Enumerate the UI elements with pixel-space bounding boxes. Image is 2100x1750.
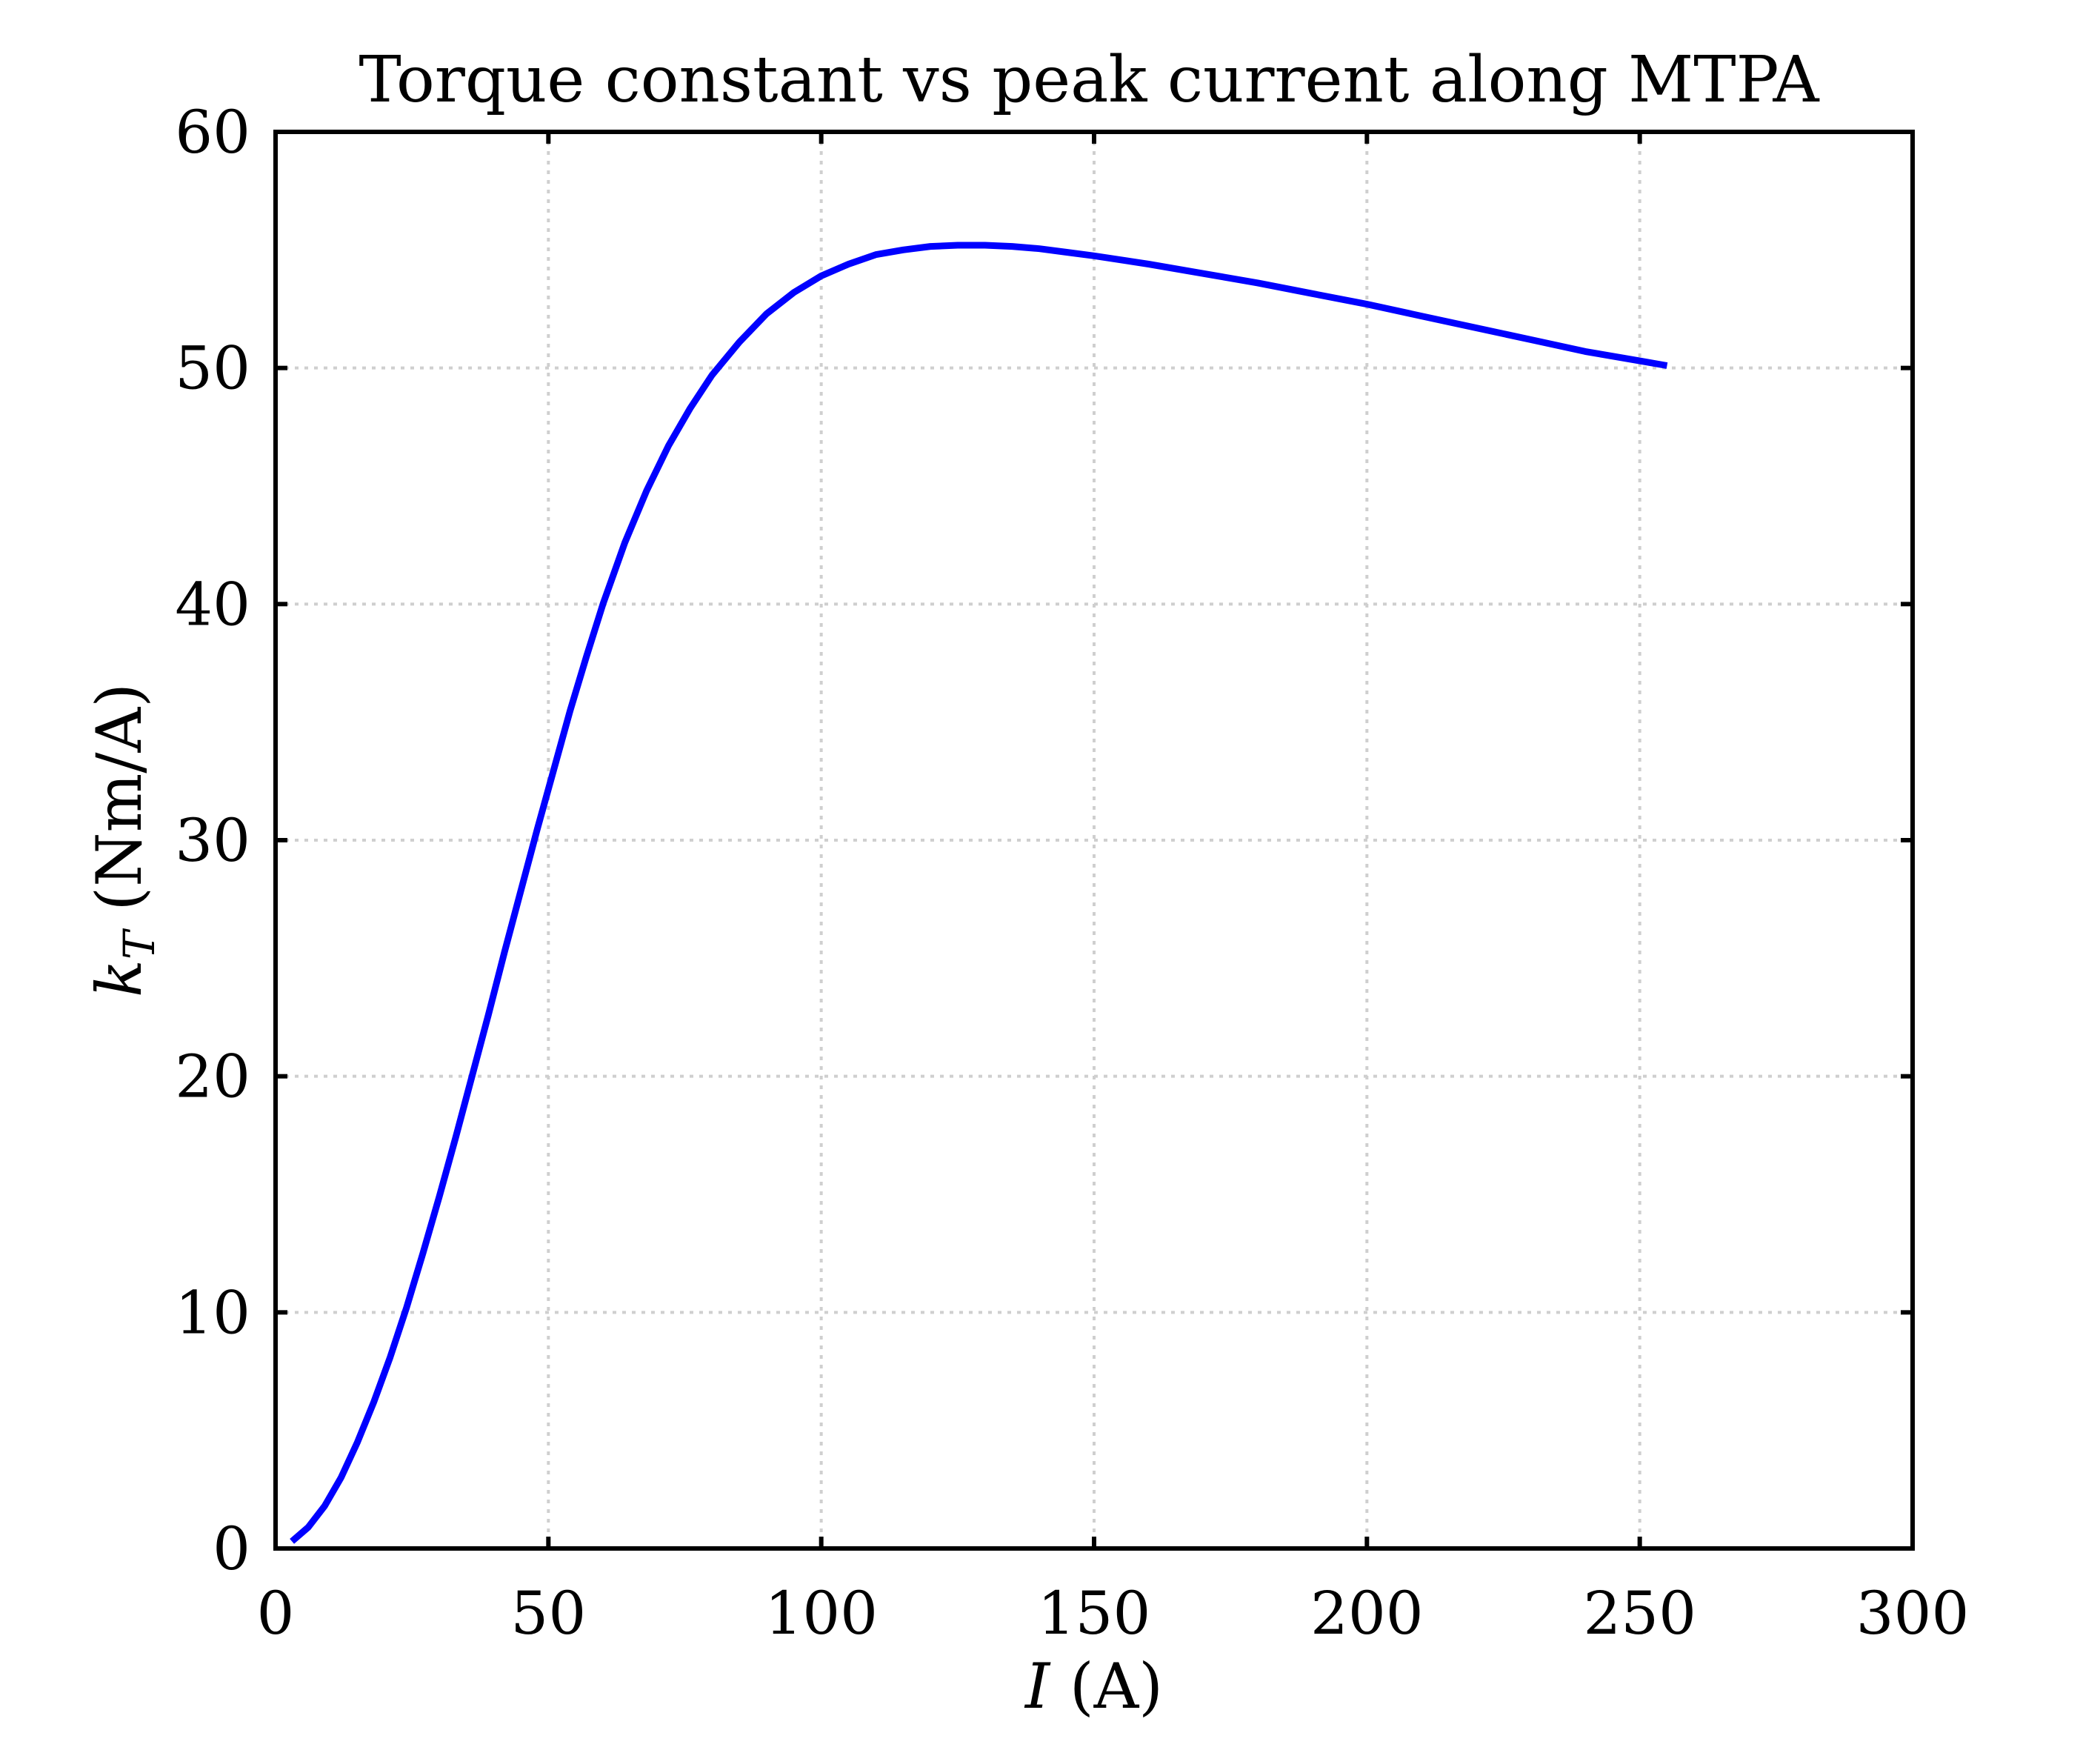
y-axis-unit: (Nm/A) xyxy=(83,683,156,931)
y-tick-label: 50 xyxy=(175,334,250,403)
y-axis-label: kT (Nm/A) xyxy=(83,683,164,997)
series-layer xyxy=(290,242,1668,1544)
y-tick-label: 0 xyxy=(213,1514,250,1583)
tick-labels: 0 50 100 150 200 250 300 0 10 20 30 40 50 60 xyxy=(175,98,1969,1648)
y-tick-label: 20 xyxy=(175,1042,250,1111)
x-axis-label: I (A) xyxy=(1024,1650,1163,1723)
series-line xyxy=(290,242,1668,1544)
y-tick-label: 40 xyxy=(175,570,250,639)
x-tick-label: 200 xyxy=(1310,1579,1424,1648)
x-axis-unit: (A) xyxy=(1050,1650,1163,1723)
x-tick-label: 150 xyxy=(1038,1579,1151,1648)
x-tick-label: 50 xyxy=(510,1579,586,1648)
grid xyxy=(276,132,1913,1548)
chart-title: Torque constant vs peak current along MT… xyxy=(359,43,1819,117)
y-axis-subscript: T xyxy=(114,928,164,959)
x-axis-symbol: I xyxy=(1024,1650,1051,1723)
x-tick-label: 0 xyxy=(257,1579,295,1648)
y-tick-label: 30 xyxy=(175,806,250,875)
y-tick-label: 60 xyxy=(175,98,250,167)
x-tick-label: 250 xyxy=(1583,1579,1696,1648)
ticks xyxy=(273,130,1915,1551)
y-tick-label: 10 xyxy=(175,1278,250,1347)
x-tick-label: 300 xyxy=(1856,1579,1970,1648)
x-tick-label: 100 xyxy=(764,1579,878,1648)
y-axis-symbol: k xyxy=(83,959,156,997)
